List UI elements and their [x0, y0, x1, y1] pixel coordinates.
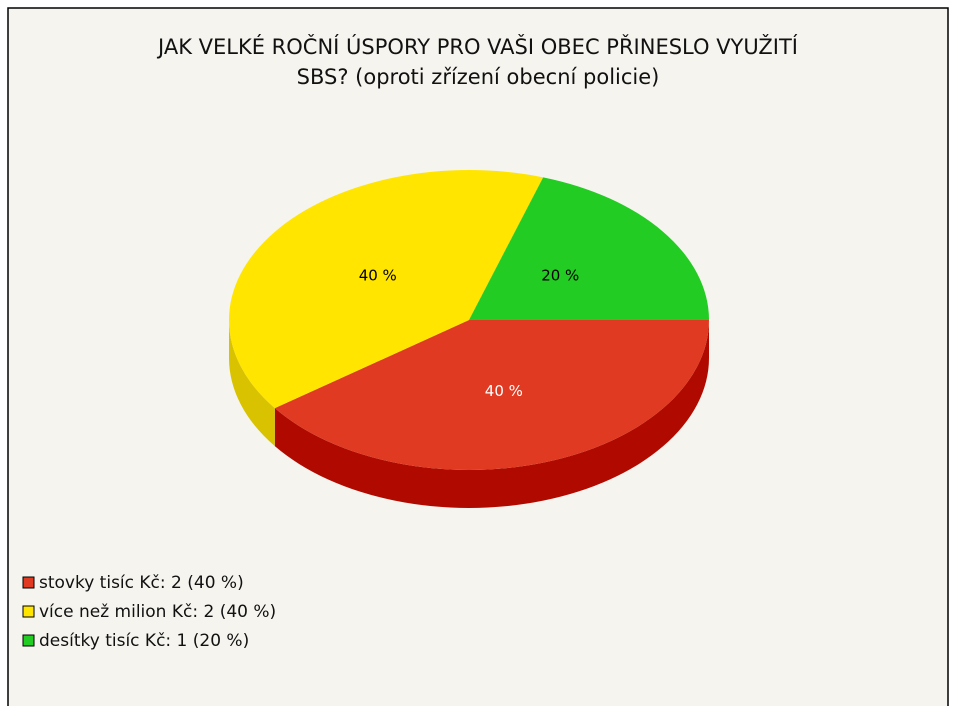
- legend-label: stovky tisíc Kč: 2 (40 %): [39, 573, 244, 593]
- slice: [229, 170, 544, 409]
- slice: [274, 320, 709, 471]
- legend-label: desítky tisíc Kč: 1 (20 %): [39, 631, 249, 651]
- legend-swatch: [22, 605, 35, 618]
- chart-title: JAK VELKÉ ROČNÍ ÚSPORY PRO VAŠI OBEC PŘI…: [156, 34, 798, 59]
- slice-label: 40 %: [485, 382, 523, 400]
- slice-side: [229, 320, 275, 447]
- legend-swatch: [22, 576, 35, 589]
- chart-title: SBS? (oproti zřízení obecní policie): [297, 65, 660, 89]
- slice-label: 20 %: [541, 266, 579, 284]
- legend-label: více než milion Kč: 2 (40 %): [39, 602, 276, 622]
- legend-swatch: [22, 634, 35, 647]
- slice: [469, 177, 709, 320]
- slice-label: 40 %: [359, 266, 397, 284]
- slice-side: [274, 320, 709, 509]
